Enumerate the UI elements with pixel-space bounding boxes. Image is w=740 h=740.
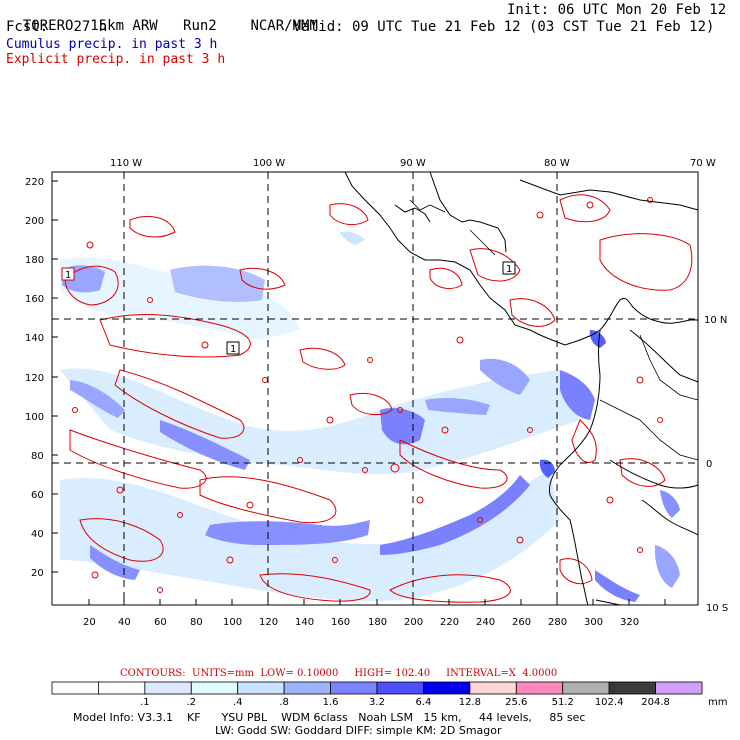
- colorbar-swatch: [376, 681, 424, 695]
- model-title: TORERO 15km ARW Run2 NCAR/MMM: [22, 18, 318, 34]
- y-tick: 200: [25, 216, 44, 227]
- colorbar-label: .2: [187, 697, 197, 708]
- precip-shading: [60, 231, 680, 602]
- lon-label: 80 W: [544, 158, 570, 169]
- x-tick: 80: [190, 617, 203, 628]
- x-tick: 120: [259, 617, 278, 628]
- latlon-grid: [52, 172, 698, 605]
- y-tick: 140: [25, 333, 44, 344]
- colorbar-swatch: [283, 681, 331, 695]
- colorbar-swatch: [51, 681, 99, 695]
- left-axis-labels: 220 200 180 160 140 120 100 80 60 40 20: [25, 177, 44, 579]
- colorbar-label: 3.2: [369, 697, 385, 708]
- colorbar-swatch: [237, 681, 285, 695]
- colorbar-label: 51.2: [552, 697, 574, 708]
- colorbar-swatch: [98, 681, 146, 695]
- colorbar-swatch: [655, 681, 703, 695]
- coastlines: [344, 171, 699, 606]
- y-tick: 40: [31, 529, 44, 540]
- map-frame: [51, 171, 699, 606]
- valid-time: Valid: 09 UTC Tue 21 Feb 12 (03 CST Tue …: [293, 19, 715, 35]
- colorbar-label: 204.8: [641, 697, 670, 708]
- colorbar-label: 12.8: [459, 697, 481, 708]
- colorbar-label: .1: [140, 697, 150, 708]
- bottom-axis-labels: 20 40 60 80 100 120 140 160 180 200 220 …: [83, 617, 639, 628]
- colorbar-swatch: [144, 681, 192, 695]
- y-tick: 100: [25, 412, 44, 423]
- explicit-precip-contours: [64, 194, 693, 603]
- lon-label: 70 W: [690, 158, 716, 169]
- colorbar-label: .4: [233, 697, 243, 708]
- colorbar-unit: mm: [708, 697, 727, 708]
- x-tick: 240: [476, 617, 495, 628]
- cumulus-legend: Cumulus precip. in past 3 h: [6, 37, 218, 52]
- contour-info: CONTOURS: UNITS=mm LOW= 0.10000 HIGH= 10…: [120, 668, 558, 679]
- model-physics: LW: Godd SW: Goddard DIFF: simple KM: 2D…: [215, 724, 502, 737]
- x-tick: 260: [512, 617, 531, 628]
- y-tick: 120: [25, 373, 44, 384]
- lon-label: 100 W: [253, 158, 285, 169]
- colorbar-label: 6.4: [415, 697, 431, 708]
- country-borders: [409, 199, 699, 461]
- lat-label: 0: [706, 459, 712, 470]
- lat-label: 10 S: [706, 603, 728, 614]
- x-tick: 100: [223, 617, 242, 628]
- y-tick: 160: [25, 294, 44, 305]
- longitude-labels: 110 W 100 W 90 W 80 W 70 W: [110, 158, 716, 169]
- box-label: 1: [65, 270, 71, 281]
- colorbar-swatch: [190, 681, 239, 695]
- x-tick: 200: [404, 617, 423, 628]
- y-tick: 80: [31, 451, 44, 462]
- y-tick: 20: [31, 568, 44, 579]
- lon-label: 90 W: [400, 158, 426, 169]
- x-tick: 60: [154, 617, 167, 628]
- colorbar-swatch: [515, 681, 564, 695]
- y-tick: 60: [31, 490, 44, 501]
- x-tick: 160: [331, 617, 350, 628]
- y-tick: 180: [25, 255, 44, 266]
- contour-labels: 1 1 1: [61, 261, 516, 355]
- forecast-hour: Fcst: 27 h: [6, 19, 108, 35]
- explicit-precip-cells: [72, 197, 663, 593]
- x-tick: 300: [584, 617, 603, 628]
- left-axis: [52, 180, 58, 573]
- box-label: 1: [506, 264, 512, 275]
- colorbar-label: 102.4: [595, 697, 624, 708]
- colorbar-label: .8: [279, 697, 289, 708]
- colorbar-label: 25.6: [505, 697, 527, 708]
- lon-label: 110 W: [110, 158, 142, 169]
- x-tick: 220: [440, 617, 459, 628]
- y-tick: 220: [25, 177, 44, 188]
- colorbar-label: 1.6: [323, 697, 339, 708]
- colorbar: .1 .2 .4 .8 1.6 3.2 6.4 12.8 25.6 51.2 102.4 204.8 m…: [51, 681, 727, 708]
- colorbar-swatch: [562, 681, 610, 695]
- lat-label: 10 N: [704, 315, 727, 326]
- colorbar-swatch: [423, 681, 471, 695]
- bottom-axis: [88, 599, 666, 605]
- box-label: 1: [230, 344, 236, 355]
- init-time: Init: 06 UTC Mon 20 Feb 12: [507, 2, 727, 18]
- x-tick: 140: [295, 617, 314, 628]
- latitude-labels: 10 N 0 10 S: [704, 315, 728, 614]
- colorbar-swatch: [469, 681, 517, 695]
- colorbar-swatch: [330, 681, 378, 695]
- x-tick: 40: [118, 617, 131, 628]
- x-tick: 280: [548, 617, 567, 628]
- explicit-legend: Explicit precip. in past 3 h: [6, 52, 226, 67]
- colorbar-swatch: [608, 681, 656, 695]
- x-tick: 320: [620, 617, 639, 628]
- model-info: Model Info: V3.3.1 KF YSU PBL WDM 6class…: [73, 711, 586, 724]
- x-tick: 180: [368, 617, 387, 628]
- x-tick: 20: [83, 617, 96, 628]
